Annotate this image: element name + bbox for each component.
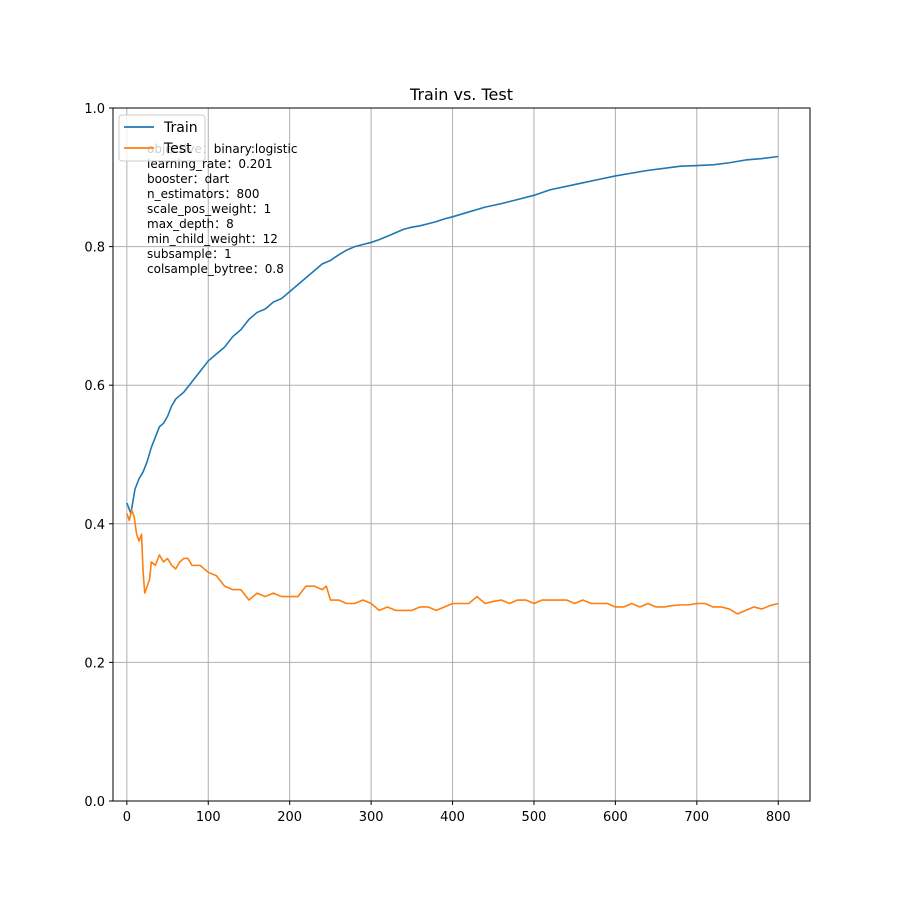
x-tick-label: 0 bbox=[123, 810, 131, 825]
annotation-line: booster：dart bbox=[147, 172, 229, 186]
x-tick-label: 400 bbox=[440, 810, 465, 825]
y-tick-label: 1.0 bbox=[84, 102, 105, 117]
x-tick-label: 600 bbox=[603, 810, 628, 825]
x-tick-label: 800 bbox=[766, 810, 791, 825]
annotation-line: scale_pos_weight：1 bbox=[147, 202, 271, 216]
x-tick-label: 200 bbox=[277, 810, 302, 825]
series-line-test bbox=[126, 509, 779, 615]
legend: Train Test bbox=[118, 114, 206, 162]
x-tick-label: 500 bbox=[522, 810, 547, 825]
chart-title: Train vs. Test bbox=[409, 85, 513, 104]
y-tick-label: 0.2 bbox=[84, 656, 105, 671]
y-tick-label: 0.6 bbox=[84, 379, 105, 394]
annotation-line: max_depth：8 bbox=[147, 217, 234, 231]
annotation-line: subsample：1 bbox=[147, 247, 232, 261]
annotation-line: n_estimators：800 bbox=[147, 187, 259, 201]
legend-label-test: Test bbox=[163, 141, 192, 157]
y-tick-label: 0.0 bbox=[84, 795, 105, 810]
x-tick-label: 300 bbox=[359, 810, 384, 825]
annotation-line: min_child_weight：12 bbox=[147, 232, 278, 246]
y-tick-label: 0.8 bbox=[84, 241, 105, 256]
x-tick-label: 100 bbox=[196, 810, 221, 825]
annotation-line: colsample_bytree：0.8 bbox=[147, 262, 284, 276]
x-tick-label: 700 bbox=[684, 810, 709, 825]
series-layer bbox=[126, 155, 779, 615]
legend-label-train: Train bbox=[163, 120, 198, 136]
y-tick-label: 0.4 bbox=[84, 518, 105, 533]
series-line-train bbox=[126, 155, 779, 515]
plot-frame bbox=[112, 107, 811, 802]
axis-ticks: 0 100 200 300 400 500 600 700 800 0.0 0.2 0.4 0.6 0.8… bbox=[84, 102, 790, 825]
